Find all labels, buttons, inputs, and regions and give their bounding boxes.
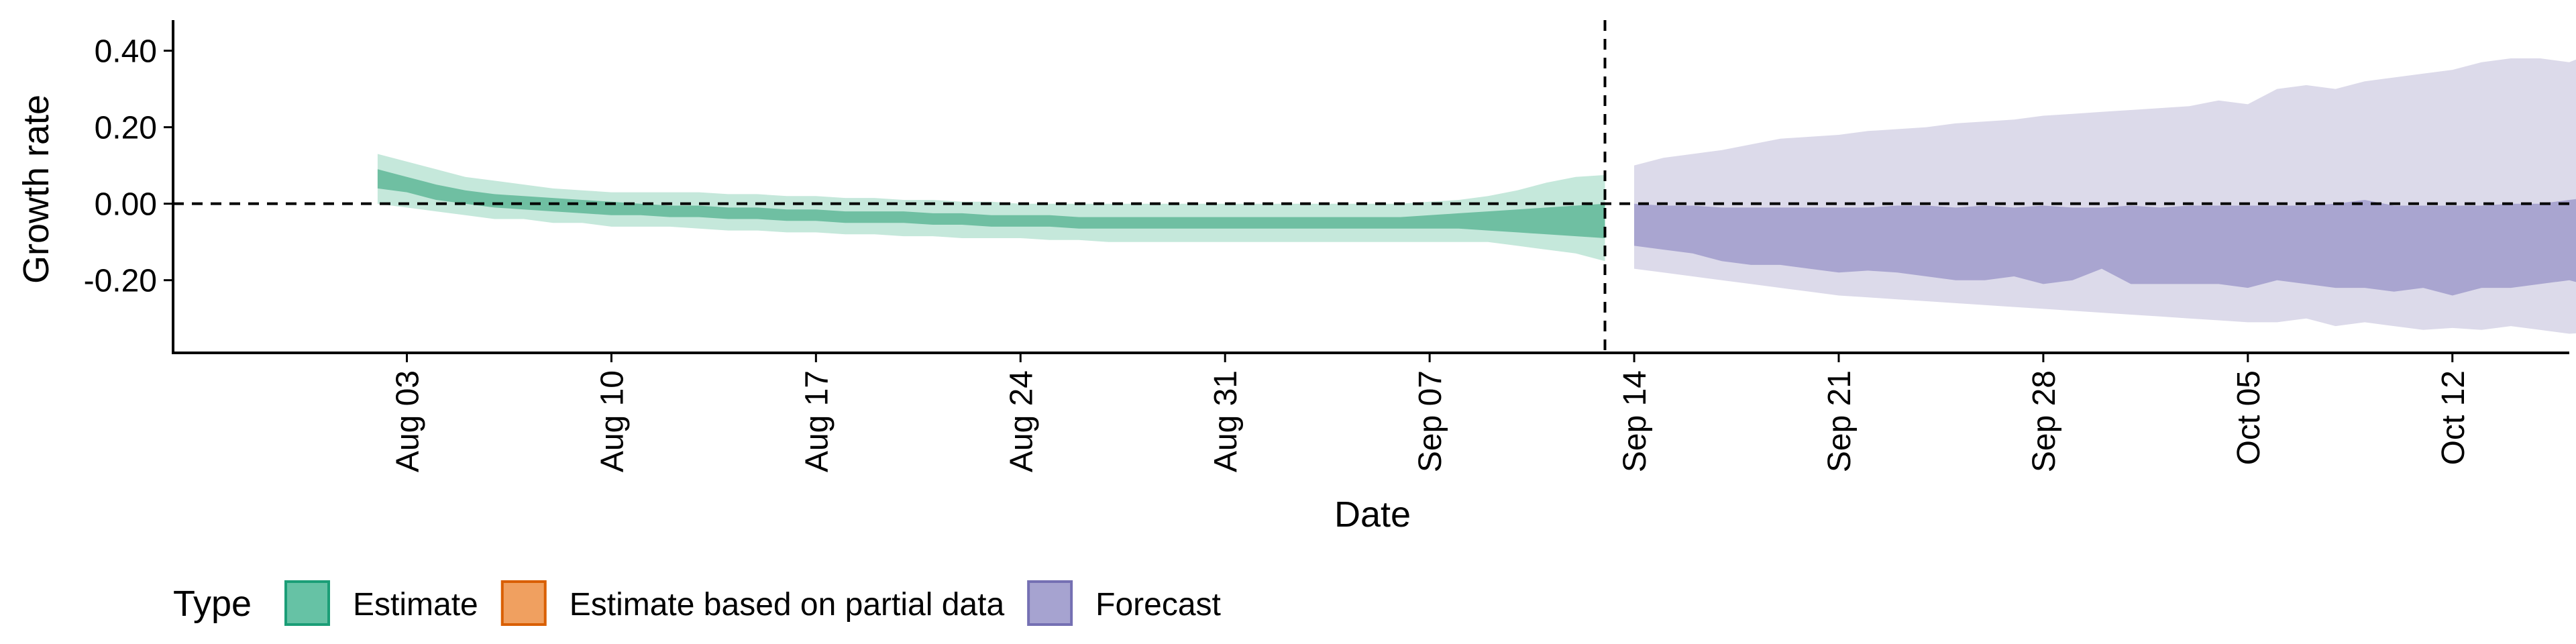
y-tick-label: 0.00 (95, 187, 157, 223)
x-tick-label: Aug 31 (1208, 370, 1244, 472)
legend-swatch-forecast (1027, 580, 1073, 626)
forecast-inner-band (1634, 199, 2576, 296)
x-tick-label: Sep 21 (1822, 370, 1858, 472)
y-tick-label: 0.40 (95, 34, 157, 70)
y-tick-label: -0.20 (84, 264, 157, 299)
forecast-bands (377, 58, 2576, 334)
x-tick-label: Sep 14 (1617, 370, 1653, 472)
estimate-outer-band (377, 154, 1605, 262)
forecast-outer-band (1634, 58, 2576, 334)
x-tick-label: Aug 17 (799, 370, 835, 472)
x-axis-label: Date (1334, 494, 1411, 535)
legend-label-estimate-based-on-partial-data: Estimate based on partial data (570, 587, 1005, 623)
y-tick-label: 0.20 (95, 111, 157, 146)
x-tick-label: Aug 03 (390, 370, 426, 472)
legend-swatch-estimate-based-on-partial-data (500, 580, 547, 626)
x-tick-label: Aug 10 (594, 370, 630, 472)
legend-swatch-estimate (284, 580, 330, 626)
x-tick-label: Oct 12 (2436, 370, 2471, 465)
estimate-inner-band (377, 169, 1605, 238)
legend-label-estimate: Estimate (353, 587, 478, 623)
reference-lines (173, 20, 2569, 353)
axes: -0.20 0.00 0.20 0.40 Aug 03 Aug 10 Aug 17 Aug 2… (84, 20, 2569, 472)
x-tick-label: Aug 24 (1004, 370, 1039, 472)
legend-title: Type (173, 584, 252, 624)
legend: Type Estimate Estimate based on partial d… (173, 580, 1221, 626)
y-axis-label: Growth rate (16, 95, 56, 284)
x-tick-label: Sep 28 (2027, 370, 2062, 472)
x-tick-label: Oct 05 (2231, 370, 2267, 465)
x-tick-label: Sep 07 (1413, 370, 1448, 472)
legend-label-forecast: Forecast (1095, 587, 1221, 623)
